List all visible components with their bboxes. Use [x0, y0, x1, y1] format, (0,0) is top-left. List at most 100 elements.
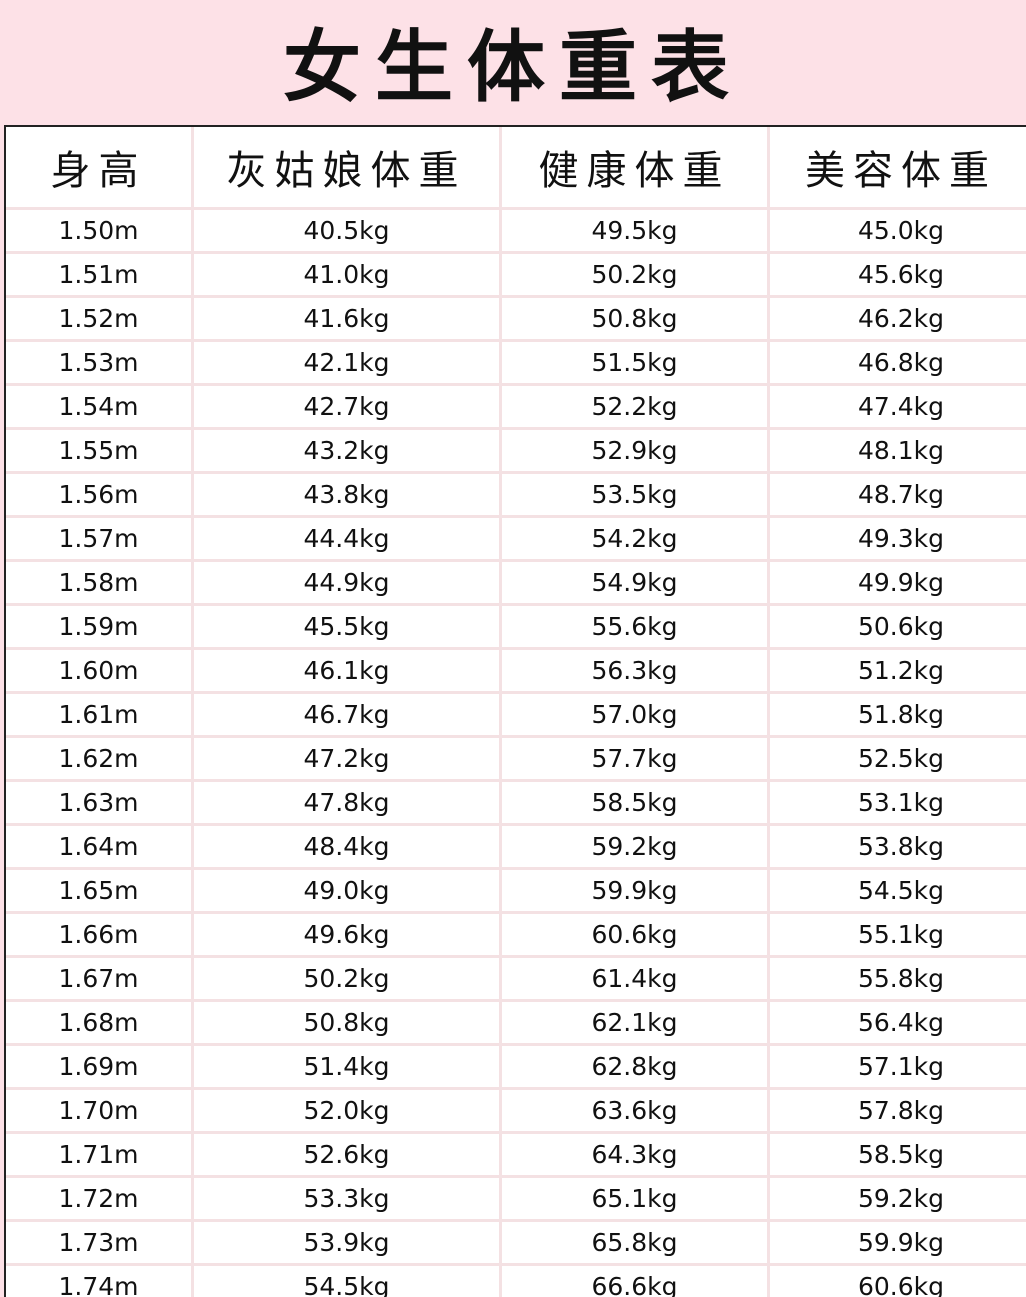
healthy-weight-cell: 62.8kg — [502, 1046, 770, 1087]
beauty-weight-cell: 46.8kg — [857, 348, 944, 377]
table-row: 1.54m 42.7kg 52.2kg 47.4kg — [6, 386, 1026, 430]
height-cell: 1.66m — [6, 914, 194, 955]
cinderella-weight-cell: 40.5kg — [194, 210, 502, 251]
healthy-weight-cell: 61.4kg — [502, 958, 770, 999]
height-cell: 1.50m — [6, 210, 194, 251]
table-row: 1.68m 50.8kg 62.1kg 56.4kg — [6, 1002, 1026, 1046]
height-cell: 1.68m — [6, 1002, 194, 1043]
cinderella-weight-cell: 51.4kg — [194, 1046, 502, 1087]
height-cell: 1.63m — [6, 782, 194, 823]
table-row: 1.72m 53.3kg 65.1kg 59.2kg — [6, 1178, 1026, 1222]
cinderella-weight-cell: 43.8kg — [194, 474, 502, 515]
healthy-weight-cell: 51.5kg — [502, 342, 770, 383]
table-row: 1.74m 54.5kg 66.6kg 60.6kg — [6, 1266, 1026, 1297]
height-cell: 1.65m — [6, 870, 194, 911]
height-cell: 1.59m — [6, 606, 194, 647]
beauty-weight-cell: 53.8kg — [857, 832, 944, 861]
cinderella-weight-cell: 53.9kg — [194, 1222, 502, 1263]
height-cell: 1.67m — [6, 958, 194, 999]
height-cell: 1.52m — [6, 298, 194, 339]
table-row: 1.61m 46.7kg 57.0kg 51.8kg — [6, 694, 1026, 738]
beauty-weight-cell: 51.8kg — [857, 700, 944, 729]
header-height: 身高 — [6, 127, 194, 207]
table-row: 1.73m 53.9kg 65.8kg 59.9kg — [6, 1222, 1026, 1266]
beauty-weight-cell: 59.2kg — [857, 1184, 944, 1213]
table-row: 1.51m 41.0kg 50.2kg 45.6kg — [6, 254, 1026, 298]
cinderella-weight-cell: 47.2kg — [194, 738, 502, 779]
table-row: 1.60m 46.1kg 56.3kg 51.2kg — [6, 650, 1026, 694]
beauty-weight-cell: 58.5kg — [857, 1140, 944, 1169]
cinderella-weight-cell: 46.7kg — [194, 694, 502, 735]
table-row: 1.57m 44.4kg 54.2kg 49.3kg — [6, 518, 1026, 562]
beauty-weight-cell: 47.4kg — [857, 392, 944, 421]
height-cell: 1.74m — [6, 1266, 194, 1297]
healthy-weight-cell: 56.3kg — [502, 650, 770, 691]
beauty-weight-cell: 57.8kg — [857, 1096, 944, 1125]
beauty-weight-cell: 45.0kg — [857, 216, 944, 245]
cinderella-weight-cell: 54.5kg — [194, 1266, 502, 1297]
beauty-weight-cell: 51.2kg — [857, 656, 944, 685]
healthy-weight-cell: 55.6kg — [502, 606, 770, 647]
height-cell: 1.60m — [6, 650, 194, 691]
height-cell: 1.54m — [6, 386, 194, 427]
height-cell: 1.62m — [6, 738, 194, 779]
table-row: 1.70m 52.0kg 63.6kg 57.8kg — [6, 1090, 1026, 1134]
beauty-weight-cell: 53.1kg — [857, 788, 944, 817]
height-cell: 1.56m — [6, 474, 194, 515]
table-row: 1.71m 52.6kg 64.3kg 58.5kg — [6, 1134, 1026, 1178]
healthy-weight-cell: 64.3kg — [502, 1134, 770, 1175]
beauty-weight-cell: 55.1kg — [857, 920, 944, 949]
header-healthy-weight: 健康体重 — [502, 127, 770, 207]
healthy-weight-cell: 63.6kg — [502, 1090, 770, 1131]
healthy-weight-cell: 58.5kg — [502, 782, 770, 823]
table-row: 1.65m 49.0kg 59.9kg 54.5kg — [6, 870, 1026, 914]
weight-table: 身高 灰姑娘体重 健康体重 美容体重 1.50m 40.5kg 49.5kg 45.0… — [4, 125, 1026, 1297]
cinderella-weight-cell: 46.1kg — [194, 650, 502, 691]
beauty-weight-cell: 49.3kg — [857, 524, 944, 553]
height-cell: 1.53m — [6, 342, 194, 383]
healthy-weight-cell: 52.2kg — [502, 386, 770, 427]
beauty-weight-cell: 50.6kg — [857, 612, 944, 641]
table-row: 1.66m 49.6kg 60.6kg 55.1kg — [6, 914, 1026, 958]
beauty-weight-cell: 54.5kg — [857, 876, 944, 905]
healthy-weight-cell: 60.6kg — [502, 914, 770, 955]
cinderella-weight-cell: 41.6kg — [194, 298, 502, 339]
table-row: 1.62m 47.2kg 57.7kg 52.5kg — [6, 738, 1026, 782]
height-cell: 1.58m — [6, 562, 194, 603]
beauty-weight-cell: 49.9kg — [857, 568, 944, 597]
healthy-weight-cell: 52.9kg — [502, 430, 770, 471]
cinderella-weight-cell: 53.3kg — [194, 1178, 502, 1219]
healthy-weight-cell: 57.0kg — [502, 694, 770, 735]
table-row: 1.52m 41.6kg 50.8kg 46.2kg — [6, 298, 1026, 342]
table-row: 1.63m 47.8kg 58.5kg 53.1kg — [6, 782, 1026, 826]
height-cell: 1.70m — [6, 1090, 194, 1131]
cinderella-weight-cell: 45.5kg — [194, 606, 502, 647]
cinderella-weight-cell: 52.0kg — [194, 1090, 502, 1131]
beauty-weight-cell: 57.1kg — [857, 1052, 944, 1081]
healthy-weight-cell: 59.9kg — [502, 870, 770, 911]
height-cell: 1.72m — [6, 1178, 194, 1219]
cinderella-weight-cell: 49.0kg — [194, 870, 502, 911]
beauty-weight-cell: 46.2kg — [857, 304, 944, 333]
cinderella-weight-cell: 52.6kg — [194, 1134, 502, 1175]
cinderella-weight-cell: 50.2kg — [194, 958, 502, 999]
table-row: 1.56m 43.8kg 53.5kg 48.7kg — [6, 474, 1026, 518]
cinderella-weight-cell: 42.7kg — [194, 386, 502, 427]
healthy-weight-cell: 53.5kg — [502, 474, 770, 515]
healthy-weight-cell: 62.1kg — [502, 1002, 770, 1043]
height-cell: 1.61m — [6, 694, 194, 735]
table-row: 1.53m 42.1kg 51.5kg 46.8kg — [6, 342, 1026, 386]
cinderella-weight-cell: 42.1kg — [194, 342, 502, 383]
beauty-weight-cell: 56.4kg — [857, 1008, 944, 1037]
cinderella-weight-cell: 49.6kg — [194, 914, 502, 955]
page-title: 女生体重表 — [282, 23, 743, 113]
table-row: 1.50m 40.5kg 49.5kg 45.0kg — [6, 210, 1026, 254]
height-cell: 1.71m — [6, 1134, 194, 1175]
beauty-weight-cell: 45.6kg — [857, 260, 944, 289]
healthy-weight-cell: 66.6kg — [502, 1266, 770, 1297]
healthy-weight-cell: 50.8kg — [502, 298, 770, 339]
healthy-weight-cell: 65.1kg — [502, 1178, 770, 1219]
cinderella-weight-cell: 48.4kg — [194, 826, 502, 867]
table-header-row: 身高 灰姑娘体重 健康体重 美容体重 — [6, 127, 1026, 210]
table-row: 1.69m 51.4kg 62.8kg 57.1kg — [6, 1046, 1026, 1090]
